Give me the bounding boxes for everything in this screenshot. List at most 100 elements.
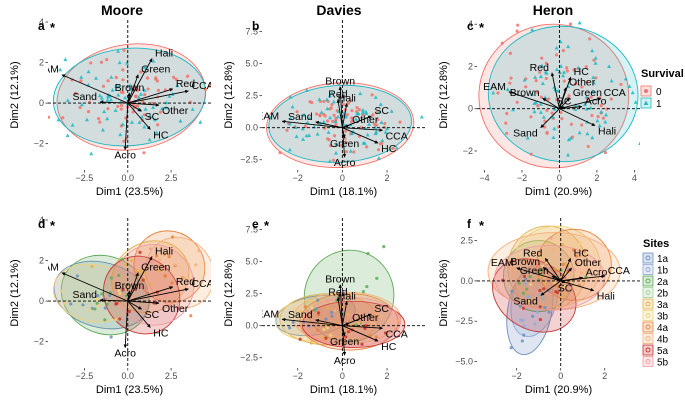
data-point — [376, 148, 381, 152]
data-point — [334, 122, 338, 127]
data-point — [121, 90, 125, 95]
x-tick-label: 2.5 — [165, 371, 178, 381]
data-point — [541, 114, 546, 119]
data-point — [328, 115, 333, 120]
data-point — [316, 298, 320, 302]
vector-label-other: Other — [162, 303, 189, 315]
legend-point-4a — [645, 324, 651, 330]
data-point — [74, 91, 78, 96]
vector-label-red: Red — [176, 276, 195, 288]
data-point — [300, 315, 304, 320]
vector-label-eam: EAM — [483, 81, 506, 93]
data-point — [571, 248, 576, 252]
data-point — [326, 306, 330, 310]
data-point — [350, 108, 354, 113]
data-point — [373, 95, 378, 99]
panel-letter: c — [467, 19, 474, 33]
data-point — [123, 95, 128, 100]
data-point — [520, 339, 524, 343]
vector-brown — [127, 92, 131, 104]
ellipse-0 — [478, 23, 630, 169]
data-point — [561, 262, 565, 266]
data-point — [545, 291, 549, 295]
data-point — [380, 314, 384, 318]
data-point — [596, 115, 600, 119]
legend-site-label-3a: 3a — [657, 300, 669, 311]
data-point — [129, 120, 134, 124]
x-tick-label: 0 — [340, 371, 345, 381]
vector-label-hc: HC — [153, 129, 169, 141]
ellipse-4b — [292, 291, 401, 345]
vector-label-brown: Brown — [325, 76, 355, 88]
data-point — [105, 58, 109, 62]
data-point — [346, 312, 350, 316]
legend-survival: Survival 01 — [640, 68, 684, 110]
legend-site-label-5a: 5a — [657, 346, 669, 357]
legend-point-2b — [645, 290, 651, 295]
x-tick-label: −2.5 — [76, 173, 94, 183]
vector-green — [127, 74, 139, 104]
x-tick-label: 2 — [385, 173, 390, 183]
data-point — [491, 90, 496, 95]
vector-acro — [123, 301, 129, 349]
data-point — [99, 95, 104, 100]
data-point — [568, 136, 573, 140]
data-point — [160, 106, 165, 111]
data-point — [97, 93, 102, 98]
legend-survival-label-1: 1 — [656, 99, 662, 110]
data-point — [198, 120, 203, 124]
vector-label-green: Green — [141, 64, 170, 76]
vector-acro — [341, 127, 347, 158]
data-point — [603, 151, 608, 155]
data-point — [301, 137, 306, 141]
vector-red — [336, 297, 343, 326]
data-point — [344, 150, 349, 154]
data-point — [330, 102, 334, 107]
data-point — [117, 288, 121, 293]
data-point — [386, 319, 390, 323]
data-point — [565, 69, 569, 73]
data-point — [324, 317, 328, 321]
data-point — [528, 274, 532, 279]
data-point — [511, 107, 516, 112]
y-tick-label: −2.5 — [455, 316, 473, 326]
data-point — [333, 150, 338, 155]
data-point — [543, 119, 547, 123]
data-point — [533, 322, 537, 326]
data-point — [358, 91, 363, 96]
data-point — [538, 101, 543, 106]
data-point — [557, 284, 561, 289]
data-point — [638, 141, 640, 145]
y-tick-label: −2.5 — [240, 155, 258, 165]
ellipse-4a — [299, 293, 399, 351]
data-point — [599, 103, 603, 108]
data-point — [116, 49, 121, 53]
data-point — [590, 113, 594, 118]
data-point — [533, 75, 538, 79]
data-point — [318, 114, 322, 118]
data-point — [580, 262, 585, 267]
data-point — [504, 121, 508, 125]
data-point — [147, 113, 152, 118]
data-point — [154, 76, 158, 80]
vector-label-red: Red — [328, 286, 347, 298]
data-point — [589, 95, 593, 99]
data-point — [545, 131, 549, 135]
data-point — [203, 87, 208, 92]
data-point — [278, 151, 282, 155]
vector-label-sand: Sand — [513, 128, 538, 140]
vector-label-sand: Sand — [288, 309, 313, 321]
x-tick-label: −4 — [479, 173, 489, 183]
vector-label-hc: HC — [381, 143, 397, 155]
data-point — [314, 112, 319, 116]
vector-hali — [341, 300, 349, 326]
data-point — [61, 116, 65, 120]
data-point — [553, 281, 557, 285]
data-point — [143, 93, 147, 97]
data-point — [398, 120, 402, 124]
y-tick-label: −2 — [463, 146, 473, 156]
data-point — [362, 141, 367, 145]
data-point — [525, 287, 529, 291]
data-point — [350, 116, 354, 120]
